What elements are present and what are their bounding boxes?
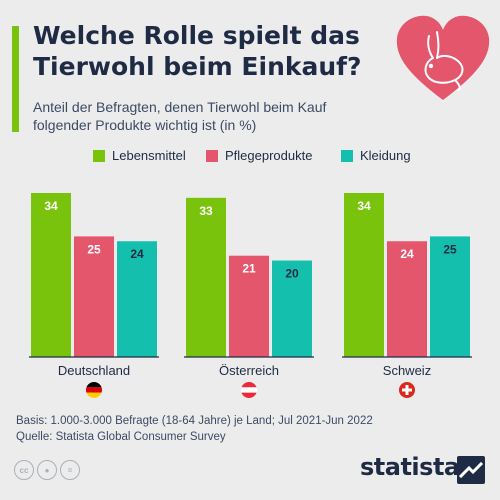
legend-swatch xyxy=(93,149,105,162)
cc-icon[interactable]: cc xyxy=(14,460,34,480)
flag-austria-icon xyxy=(241,382,257,398)
license-icons: cc ● = xyxy=(14,460,80,480)
category-label: Deutschland xyxy=(58,363,130,378)
legend-item-kleidung: Kleidung xyxy=(341,148,411,163)
legend-item-pflegeprodukte: Pflegeprodukte xyxy=(206,148,312,163)
bar xyxy=(344,193,384,357)
data-label: 33 xyxy=(199,204,213,218)
data-label: 25 xyxy=(443,242,457,256)
legend-swatch xyxy=(341,149,353,162)
legend: Lebensmittel Pflegeprodukte Kleidung xyxy=(0,148,500,166)
chart-subtitle: Anteil der Befragten, denen Tierwohl bei… xyxy=(33,99,327,133)
category-label: Österreich xyxy=(219,363,279,378)
statista-logo-icon[interactable] xyxy=(457,456,485,484)
data-label: 24 xyxy=(400,247,414,261)
data-label: 24 xyxy=(130,247,144,261)
data-label: 25 xyxy=(87,242,101,256)
source-note: Quelle: Statista Global Consumer Survey xyxy=(16,431,226,443)
basis-note: Basis: 1.000-3.000 Befragte (18-64 Jahre… xyxy=(16,415,373,427)
category-label: Schweiz xyxy=(383,363,431,378)
flag-germany-icon xyxy=(86,382,102,398)
accent-bar xyxy=(12,26,19,132)
data-label: 34 xyxy=(357,199,371,213)
legend-swatch xyxy=(206,149,218,162)
nd-icon[interactable]: = xyxy=(60,460,80,480)
bar xyxy=(272,260,312,357)
bar xyxy=(229,255,269,357)
footer-note: Basis: 1.000-3.000 Befragte (18-64 Jahre… xyxy=(16,413,486,445)
by-icon[interactable]: ● xyxy=(37,460,57,480)
rabbit-in-heart-icon xyxy=(396,15,490,101)
legend-label: Lebensmittel xyxy=(112,148,186,163)
data-label: 34 xyxy=(44,199,58,213)
flag-switzerland-icon xyxy=(399,382,415,398)
bar xyxy=(430,236,470,357)
bar xyxy=(74,236,114,357)
statista-logo-text[interactable]: statista xyxy=(360,453,460,481)
data-label: 20 xyxy=(285,267,299,281)
legend-item-lebensmittel: Lebensmittel xyxy=(93,148,186,163)
data-label: 21 xyxy=(242,262,256,276)
bar-chart: 34 25 24 Deutschland 33 21 20 Österreich 34 24 25 S… xyxy=(29,193,472,398)
chart-title: Welche Rolle spielt das Tierwohl beim Ei… xyxy=(33,21,362,81)
bar xyxy=(31,193,71,357)
legend-label: Pflegeprodukte xyxy=(225,148,313,163)
bar xyxy=(117,241,157,357)
bar xyxy=(387,241,427,357)
bar xyxy=(186,197,226,357)
legend-label: Kleidung xyxy=(360,148,411,163)
